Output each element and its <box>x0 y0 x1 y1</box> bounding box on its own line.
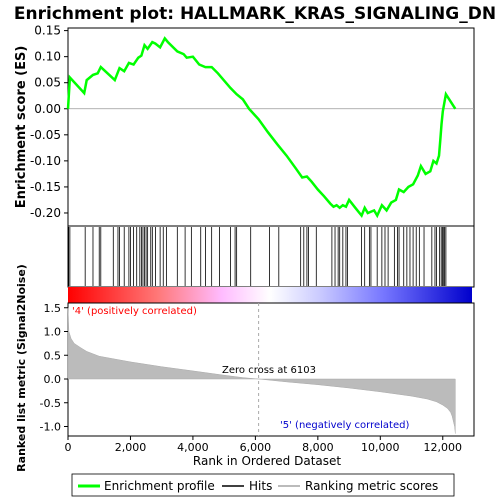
ranked-x-tick-label: 6,000 <box>240 441 272 454</box>
ranked-y-tick-label: -0.5 <box>40 397 61 410</box>
ranked-x-tick-label: 2,000 <box>115 441 147 454</box>
positive-correlation-label: '4' (positively correlated) <box>72 306 197 317</box>
es-y-tick-label: -0.05 <box>30 128 61 142</box>
ranked-x-tick-label: 8,000 <box>302 441 334 454</box>
ranked-x-tick-label: 10,000 <box>361 441 400 454</box>
es-y-tick-label: 0.10 <box>34 50 61 64</box>
ranked-y-axis-label: Ranked list metric (Signal2Noise) <box>15 264 28 472</box>
ranked-y-tick-label: -1.0 <box>40 421 61 434</box>
legend-hits-label: Hits <box>249 479 272 493</box>
zero-cross-label: Zero cross at 6103 <box>222 365 316 376</box>
es-y-tick-label: 0.15 <box>34 24 61 38</box>
es-y-tick-label: -0.20 <box>30 206 61 220</box>
hits-panel-frame <box>67 225 475 288</box>
enrichment-profile-line <box>66 36 457 219</box>
ranked-y-axis: 1.5 1.0 0.5 0.0 -0.5 -1.0 <box>40 302 68 434</box>
ranked-y-tick-label: 1.0 <box>44 326 62 339</box>
legend-ranking-label: Ranking metric scores <box>305 479 438 493</box>
es-y-tick-label: -0.10 <box>30 154 61 168</box>
ranked-y-tick-label: 1.5 <box>44 302 62 315</box>
ranked-x-tick-label: 12,000 <box>424 441 463 454</box>
ranked-x-axis-label: Rank in Ordered Dataset <box>193 454 341 468</box>
es-panel-frame <box>67 27 475 227</box>
es-y-axis-label: Enrichment score (ES) <box>14 46 29 209</box>
ranked-x-tick-label: 4,000 <box>177 441 209 454</box>
legend-enrichment-label: Enrichment profile <box>104 479 215 493</box>
ranked-x-tick-label: 0 <box>65 441 72 454</box>
es-y-axis: 0.15 0.10 0.05 0.00 -0.05 -0.10 -0.15 -0.20 <box>30 24 68 220</box>
es-y-tick-label: 0.05 <box>34 76 61 90</box>
es-y-tick-label: 0.00 <box>34 102 61 116</box>
hit-marks <box>68 227 447 286</box>
ranked-y-tick-label: 0.0 <box>44 373 62 386</box>
es-y-tick-label: -0.15 <box>30 180 61 194</box>
ranked-x-axis: 0 2,000 4,000 6,000 8,000 10,000 12,000 <box>65 436 463 454</box>
ranking-metric-area <box>67 307 456 434</box>
legend: Enrichment profile Hits Ranking metric s… <box>71 473 455 497</box>
chart-title: Enrichment plot: HALLMARK_KRAS_SIGNALING… <box>14 4 496 24</box>
legend-box <box>71 473 455 497</box>
ranked-y-tick-label: 0.5 <box>44 349 62 362</box>
negative-correlation-label: '5' (negatively correlated) <box>280 420 409 431</box>
ranked-color-bar <box>68 287 472 303</box>
